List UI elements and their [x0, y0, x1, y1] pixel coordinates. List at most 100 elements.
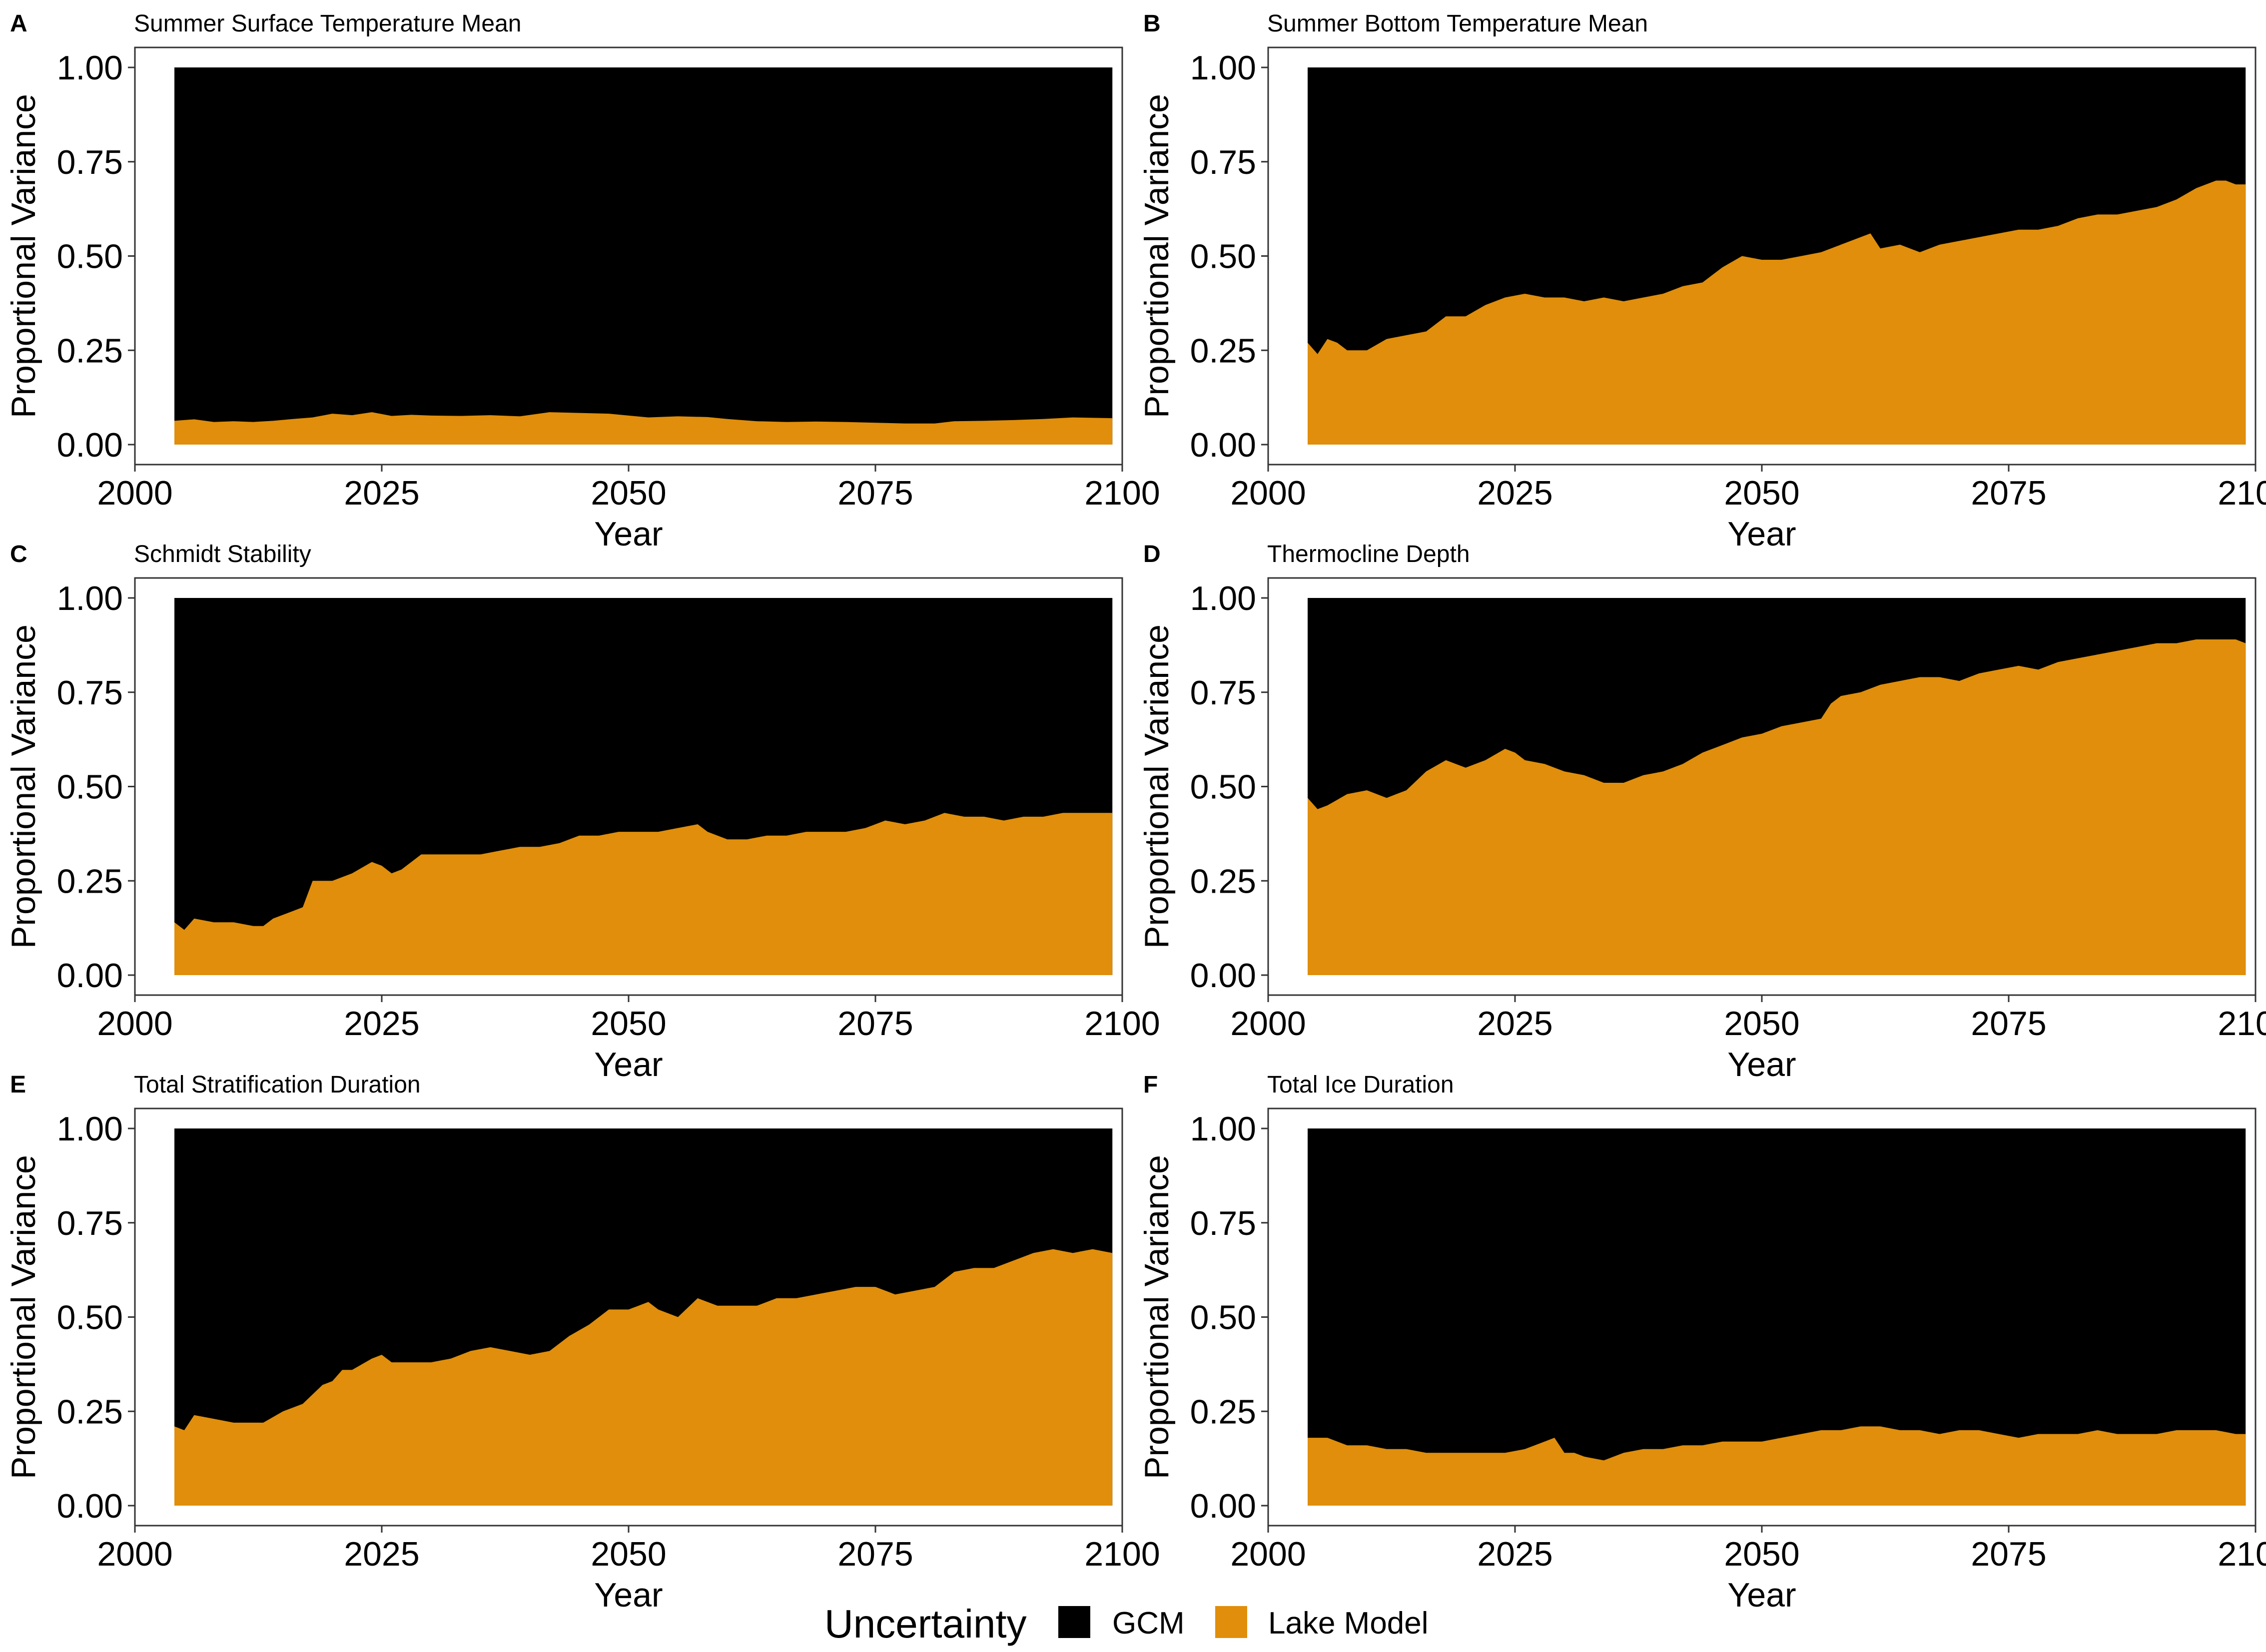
panel-f-x-tick-label-2050: 2050: [1724, 1535, 1799, 1573]
panel-d-x-tick-label-2000: 2000: [1230, 1005, 1306, 1043]
panel-c-y-tick-label-0-75: 0.75: [57, 674, 123, 712]
panel-e-x-tick-label-2000: 2000: [97, 1535, 172, 1573]
panel-b-tag: B: [1143, 10, 1161, 37]
panel-f-y-tick-label-0-25: 0.25: [1190, 1393, 1256, 1431]
panel-a-gcm-area: [174, 67, 1113, 445]
panel-e-y-tick-label-0-00: 0.00: [57, 1487, 123, 1525]
panel-c-tag: C: [10, 541, 27, 567]
panel-f-title: Total Ice Duration: [1267, 1072, 1454, 1098]
panel-b-x-tick-label-2050: 2050: [1724, 474, 1799, 512]
panel-d-y-axis-title: Proportional Variance: [1138, 624, 1176, 949]
panel-b-y-tick-label-0-75: 0.75: [1190, 143, 1256, 181]
panel-b-y-tick-label-0-50: 0.50: [1190, 238, 1256, 276]
panel-c-x-tick-label-2050: 2050: [591, 1005, 666, 1043]
panel-b-lake-model-area: [1308, 180, 2246, 445]
panel-e-x-tick-label-2025: 2025: [344, 1535, 419, 1573]
panel-f-x-tick-label-2075: 2075: [1971, 1535, 2046, 1573]
legend-title: Uncertainty: [824, 1602, 1027, 1646]
panel-a-x-axis-title: Year: [594, 515, 663, 553]
panel-d-y-tick-label-0-75: 0.75: [1190, 674, 1256, 712]
panel-f-tag: F: [1143, 1072, 1158, 1098]
panel-a-x-tick-label-2025: 2025: [344, 474, 419, 512]
panel-c-title: Schmidt Stability: [134, 541, 311, 567]
panel-f-x-tick-label-2000: 2000: [1230, 1535, 1306, 1573]
panel-c-y-tick-label-0-25: 0.25: [57, 862, 123, 900]
panel-a-y-tick-label-0-50: 0.50: [57, 238, 123, 276]
panel-e-lake-model-area: [174, 1249, 1113, 1506]
panel-a: A Summer Surface Temperature Mean 0.00 0.25…: [4, 10, 1160, 553]
panel-f-lake-model-area: [1308, 1426, 2246, 1506]
panel-b-y-tick-label-1-00: 1.00: [1190, 49, 1256, 87]
panel-d: D Thermocline Depth 0.00 0.25 0.50 0.75 1.00 20…: [1138, 541, 2266, 1084]
legend-label-gcm: GCM: [1112, 1606, 1185, 1641]
panel-e-x-axis-title: Year: [594, 1576, 663, 1614]
panel-b-x-axis-title: Year: [1727, 515, 1796, 553]
legend-swatch-lake-model: [1215, 1606, 1247, 1638]
panel-d-y-tick-label-0-50: 0.50: [1190, 768, 1256, 806]
panel-f-y-tick-label-0-00: 0.00: [1190, 1487, 1256, 1525]
panel-d-y-tick-label-0-00: 0.00: [1190, 957, 1256, 995]
panel-c-y-tick-label-0-00: 0.00: [57, 957, 123, 995]
panel-f-y-axis-title: Proportional Variance: [1138, 1155, 1176, 1479]
panel-d-lake-model-area: [1308, 639, 2246, 975]
panel-e-x-tick-label-2050: 2050: [591, 1535, 666, 1573]
panel-e-title: Total Stratification Duration: [134, 1072, 421, 1098]
panel-d-x-tick-label-2100: 2100: [2218, 1005, 2266, 1043]
panel-f-x-tick-label-2100: 2100: [2218, 1535, 2266, 1573]
panel-a-y-tick-label-1-00: 1.00: [57, 49, 123, 87]
panels: A Summer Surface Temperature Mean 0.00 0.25…: [4, 10, 2266, 1614]
panel-b-y-axis-title: Proportional Variance: [1138, 94, 1176, 418]
panel-c-x-axis-title: Year: [594, 1046, 663, 1084]
panel-e-x-tick-label-2075: 2075: [837, 1535, 913, 1573]
panel-d-y-tick-label-1-00: 1.00: [1190, 579, 1256, 617]
panel-a-tag: A: [10, 10, 27, 37]
panel-b-x-tick-label-2025: 2025: [1477, 474, 1552, 512]
panel-c-y-axis-title: Proportional Variance: [4, 624, 42, 949]
legend-label-lake-model: Lake Model: [1268, 1606, 1429, 1641]
panel-e-y-tick-label-0-75: 0.75: [57, 1204, 123, 1242]
panel-b-y-tick-label-0-00: 0.00: [1190, 426, 1256, 464]
panel-f-x-tick-label-2025: 2025: [1477, 1535, 1552, 1573]
panel-c-lake-model-area: [174, 813, 1113, 975]
legend-swatch-gcm: [1058, 1606, 1090, 1638]
panel-d-tag: D: [1143, 541, 1161, 567]
panel-c-x-tick-label-2025: 2025: [344, 1005, 419, 1043]
panel-c: C Schmidt Stability 0.00 0.25 0.50 0.75 1.00 20…: [4, 541, 1160, 1084]
panel-f-x-axis-title: Year: [1727, 1576, 1796, 1614]
panel-f-y-tick-label-1-00: 1.00: [1190, 1110, 1256, 1148]
panel-a-title: Summer Surface Temperature Mean: [134, 10, 521, 37]
panel-e-y-tick-label-0-50: 0.50: [57, 1299, 123, 1337]
panel-b-title: Summer Bottom Temperature Mean: [1267, 10, 1648, 37]
panel-d-x-axis-title: Year: [1727, 1046, 1796, 1084]
panel-d-x-tick-label-2050: 2050: [1724, 1005, 1799, 1043]
panel-e-tag: E: [10, 1072, 26, 1098]
panel-a-x-tick-label-2000: 2000: [97, 474, 172, 512]
panel-b-x-tick-label-2000: 2000: [1230, 474, 1306, 512]
panel-a-y-axis-title: Proportional Variance: [4, 94, 42, 418]
panel-d-x-tick-label-2025: 2025: [1477, 1005, 1552, 1043]
panel-a-y-tick-label-0-25: 0.25: [57, 332, 123, 370]
panel-e-y-tick-label-0-25: 0.25: [57, 1393, 123, 1431]
panel-e: E Total Stratification Duration 0.00 0.25 0.…: [4, 1072, 1160, 1614]
panel-a-y-tick-label-0-75: 0.75: [57, 143, 123, 181]
panel-d-title: Thermocline Depth: [1267, 541, 1470, 567]
panel-e-y-axis-title: Proportional Variance: [4, 1155, 42, 1479]
legend: Uncertainty GCM Lake Model: [824, 1602, 1429, 1646]
panel-b: B Summer Bottom Temperature Mean 0.00 0.25 0…: [1138, 10, 2266, 553]
panel-c-y-tick-label-0-50: 0.50: [57, 768, 123, 806]
panel-e-y-tick-label-1-00: 1.00: [57, 1110, 123, 1148]
panel-c-x-tick-label-2000: 2000: [97, 1005, 172, 1043]
panel-d-x-tick-label-2075: 2075: [1971, 1005, 2046, 1043]
panel-b-y-tick-label-0-25: 0.25: [1190, 332, 1256, 370]
panel-f: F Total Ice Duration 0.00 0.25 0.50 0.75 1.00 2…: [1138, 1072, 2266, 1614]
panel-d-y-tick-label-0-25: 0.25: [1190, 862, 1256, 900]
panel-a-lake-model-area: [174, 412, 1113, 445]
panel-e-x-tick-label-2100: 2100: [1084, 1535, 1160, 1573]
panel-b-x-tick-label-2075: 2075: [1971, 474, 2046, 512]
panel-c-y-tick-label-1-00: 1.00: [57, 579, 123, 617]
panel-f-y-tick-label-0-50: 0.50: [1190, 1299, 1256, 1337]
panel-c-x-tick-label-2075: 2075: [837, 1005, 913, 1043]
panel-a-x-tick-label-2075: 2075: [837, 474, 913, 512]
panel-b-x-tick-label-2100: 2100: [2218, 474, 2266, 512]
